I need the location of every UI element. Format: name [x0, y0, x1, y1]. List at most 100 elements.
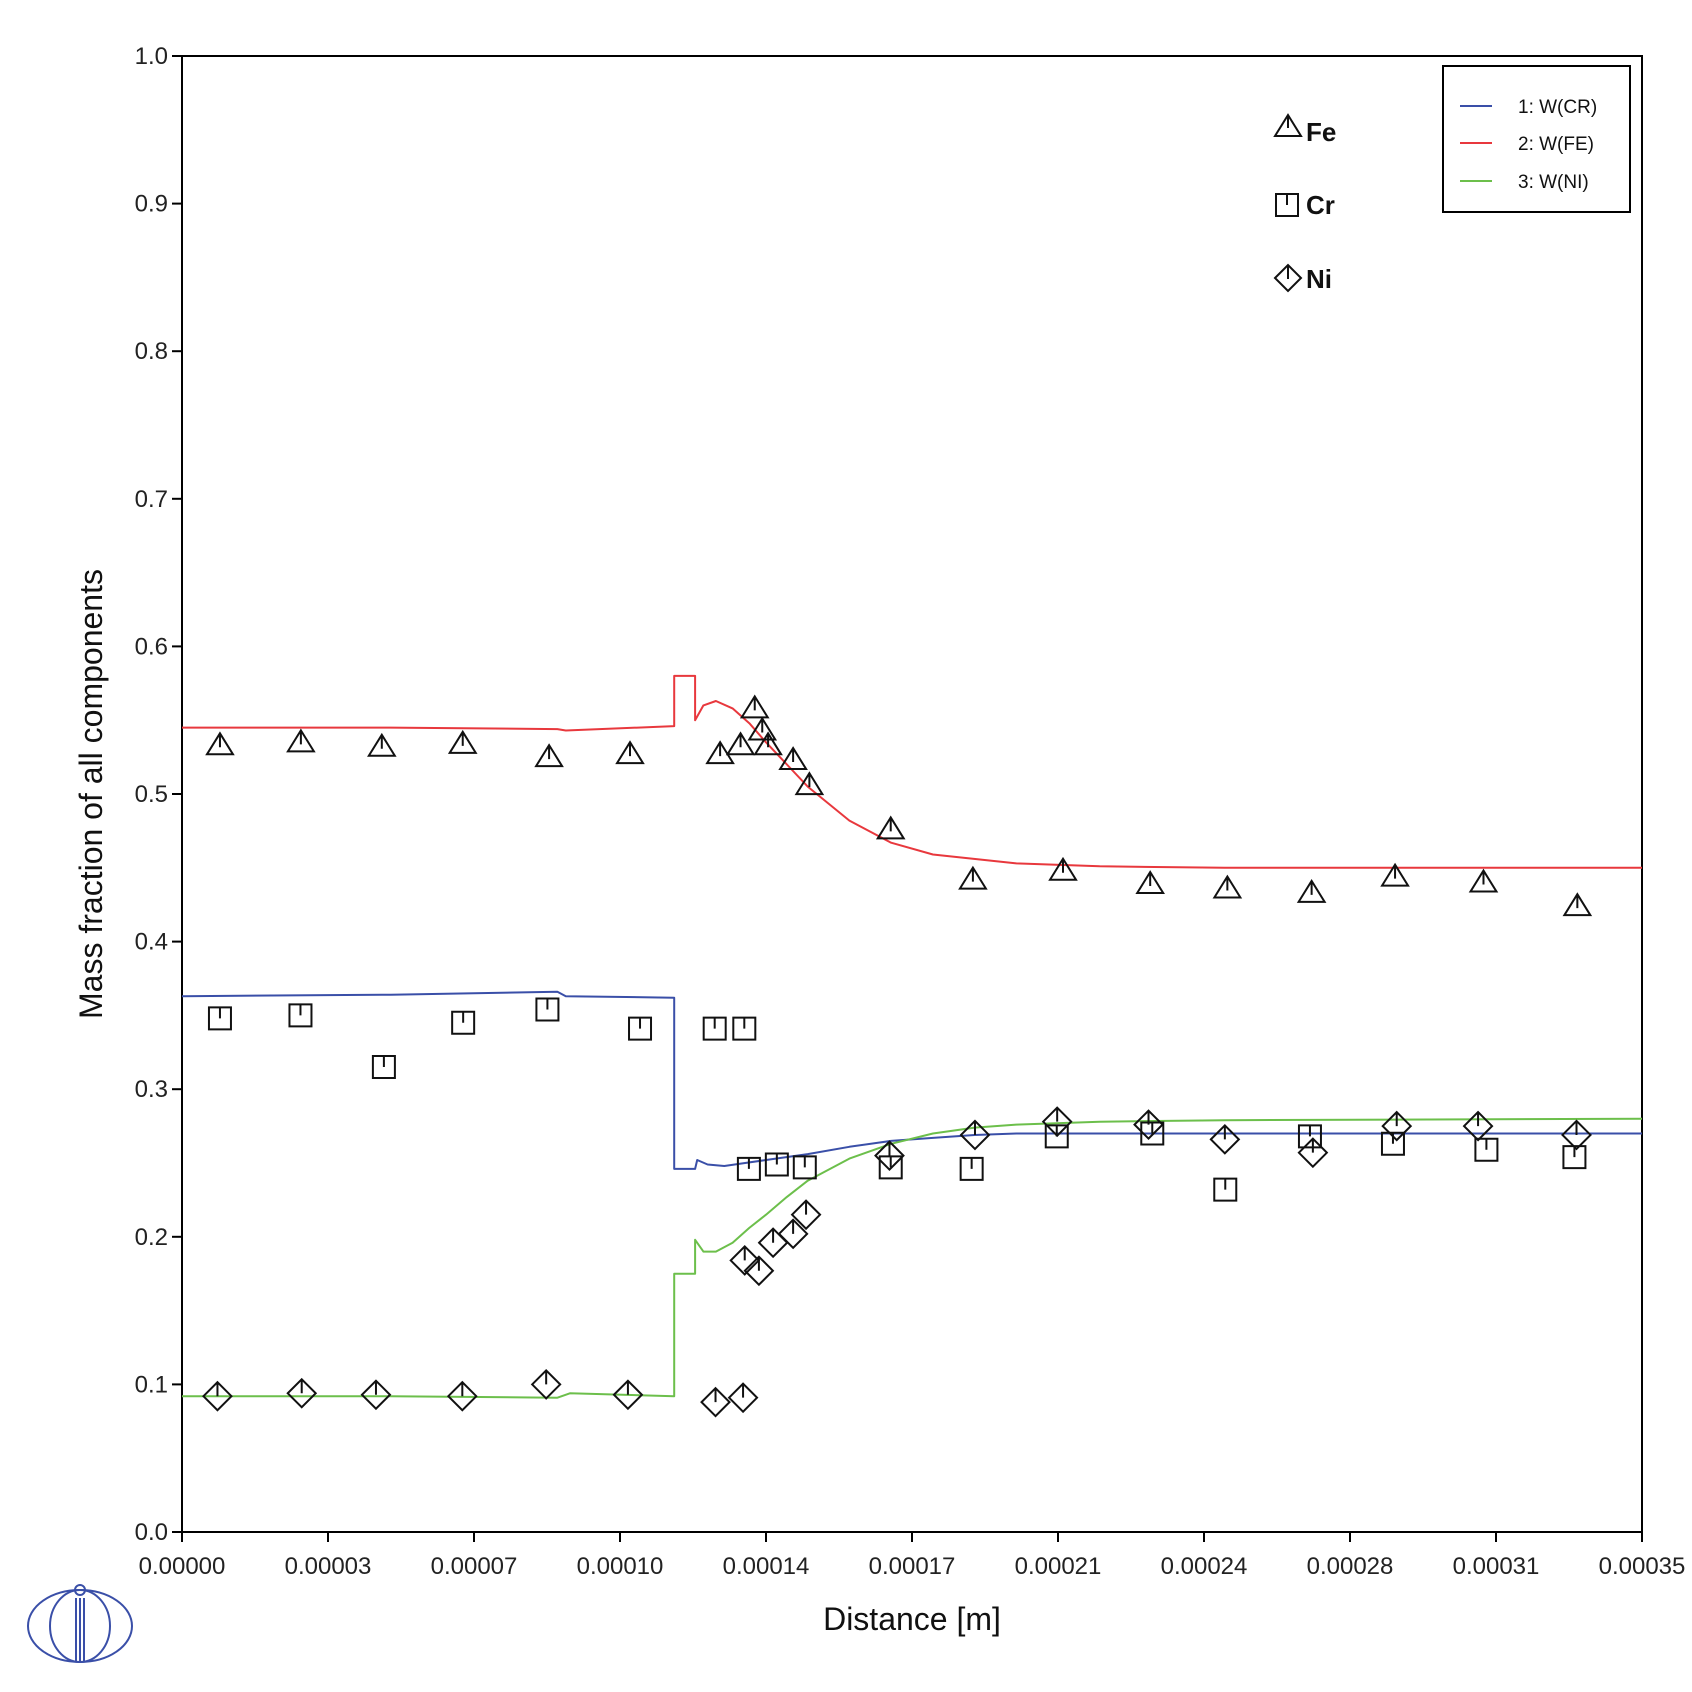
marker-legend-cr: Cr	[1275, 190, 1335, 220]
fe-triangle-marker	[1468, 868, 1499, 893]
cr-square-marker	[1562, 1145, 1587, 1170]
legend-label-cr: 1: W(CR)	[1518, 97, 1597, 118]
fe-triangle-marker	[725, 731, 756, 756]
cr-square-marker	[535, 997, 560, 1022]
fe-triangle-marker	[1048, 856, 1078, 881]
fe-triangle-marker	[958, 865, 988, 890]
legend-entry-cr: 1: W(CR)	[1460, 97, 1597, 118]
ni-diamond-marker	[959, 1119, 991, 1151]
ni-diamond-marker	[1381, 1110, 1413, 1142]
ni-diamond-marker	[1297, 1137, 1329, 1169]
plot-frame	[181, 55, 1643, 1533]
ni-diamond-marker	[612, 1379, 644, 1411]
x-tick-label: 0.00024	[1161, 1553, 1248, 1580]
cr-square-marker	[792, 1155, 817, 1180]
x-tick-label: 0.00007	[431, 1553, 518, 1580]
ni-diamond-marker	[757, 1227, 789, 1259]
x-tick-label: 0.00017	[869, 1553, 956, 1580]
cr-square-marker	[959, 1156, 984, 1181]
y-tick-label: 0.4	[135, 929, 168, 956]
ni-diamond-marker	[1462, 1110, 1494, 1142]
fe-triangle-marker	[875, 815, 906, 840]
y-tick-label: 0.2	[135, 1224, 168, 1251]
fe-triangle-marker	[1296, 878, 1327, 903]
ni-diamond-marker	[286, 1377, 318, 1409]
fe-triangle-marker	[1562, 892, 1593, 917]
fe-triangle-marker	[1135, 870, 1165, 895]
cr-square-marker	[764, 1152, 789, 1177]
x-tick-label: 0.00000	[139, 1553, 226, 1580]
y-tick-label: 0.1	[135, 1371, 168, 1398]
cr-square-marker	[207, 1006, 232, 1031]
fe-triangle-marker	[447, 729, 478, 754]
marker-legend-fe-label: Fe	[1306, 117, 1336, 147]
cr-square-marker	[371, 1055, 396, 1080]
ni-diamond-marker	[1561, 1119, 1592, 1151]
cr-square-marker	[288, 1003, 313, 1028]
fe-triangle-marker	[753, 731, 783, 756]
fe-triangle-marker	[367, 732, 397, 757]
legend-label-fe: 2: W(FE)	[1518, 134, 1594, 155]
y-tick-label: 1.0	[135, 43, 168, 70]
x-tick-label: 0.00014	[723, 1553, 810, 1580]
legend: 1: W(CR) 2: W(FE) 3: W(NI)	[1442, 65, 1631, 213]
marker-legend-ni-label: Ni	[1306, 264, 1332, 294]
cr-square-marker	[1474, 1137, 1499, 1162]
legend-entry-ni: 3: W(NI)	[1460, 172, 1589, 193]
y-tick-label: 0.7	[135, 486, 168, 513]
fe-triangle-marker	[747, 716, 778, 741]
ni-diamond-marker	[790, 1199, 822, 1231]
series-lines	[181, 674, 1643, 1399]
ni-diamond-marker	[202, 1380, 233, 1412]
square-icon	[1275, 193, 1299, 217]
marker-legend-fe: Fe	[1273, 113, 1336, 147]
fe-triangle-marker	[705, 740, 735, 765]
y-tick-label: 0.9	[135, 191, 168, 218]
ni-diamond-marker	[874, 1140, 905, 1172]
ni-diamond-marker	[1041, 1106, 1073, 1138]
x-axis: 0.00000 0.00003 0.00007 0.00010 0.00014 0.000…	[139, 1532, 1686, 1580]
diamond-icon	[1273, 263, 1303, 293]
cr-square-marker	[1380, 1131, 1405, 1156]
y-tick-label: 0.3	[135, 1076, 168, 1103]
x-tick-label: 0.00028	[1307, 1553, 1394, 1580]
ni-diamond-marker	[360, 1379, 392, 1411]
cr-square-marker	[878, 1155, 903, 1180]
fe-triangle-marker	[794, 771, 825, 796]
cr-square-marker	[732, 1016, 757, 1041]
legend-entry-fe: 2: W(FE)	[1460, 134, 1594, 155]
x-tick-label: 0.00003	[285, 1553, 372, 1580]
cr-square-marker	[1213, 1177, 1238, 1202]
legend-box	[1442, 65, 1631, 213]
ni-diamond-marker	[446, 1380, 478, 1412]
cr-square-marker	[1140, 1121, 1165, 1146]
series-line-wfe	[182, 674, 1642, 869]
y-tick-label: 0.8	[135, 338, 168, 365]
series-line-wcr	[181, 990, 1642, 1170]
ni-diamond-marker	[1133, 1109, 1164, 1141]
ni-diamond-marker	[727, 1382, 759, 1414]
x-tick-label: 0.00021	[1015, 1553, 1102, 1580]
markers	[202, 694, 1593, 1418]
fe-triangle-marker	[615, 740, 645, 765]
fe-triangle-marker	[1380, 862, 1410, 887]
marker-legend: Fe Cr Ni	[1273, 113, 1336, 294]
legend-label-ni: 3: W(NI)	[1518, 172, 1589, 193]
fe-triangle-marker	[286, 728, 316, 753]
y-tick-label: 0.0	[135, 1519, 168, 1546]
x-tick-label: 0.00031	[1453, 1553, 1540, 1580]
cr-square-marker	[628, 1016, 653, 1041]
x-tick-label: 0.00010	[577, 1553, 664, 1580]
thermo-calc-logo-icon	[27, 1584, 133, 1663]
series-line-wni	[182, 1117, 1643, 1399]
fe-triangle-marker	[778, 746, 808, 771]
marker-legend-cr-label: Cr	[1306, 190, 1335, 220]
fe-triangle-marker	[739, 694, 770, 719]
x-tick-label: 0.00035	[1599, 1553, 1686, 1580]
ni-diamond-marker	[700, 1386, 731, 1418]
x-axis-title: Distance [m]	[823, 1601, 1001, 1637]
fe-triangle-marker	[205, 731, 235, 756]
fe-triangle-marker	[534, 743, 564, 768]
fe-triangle-marker	[1212, 874, 1243, 899]
